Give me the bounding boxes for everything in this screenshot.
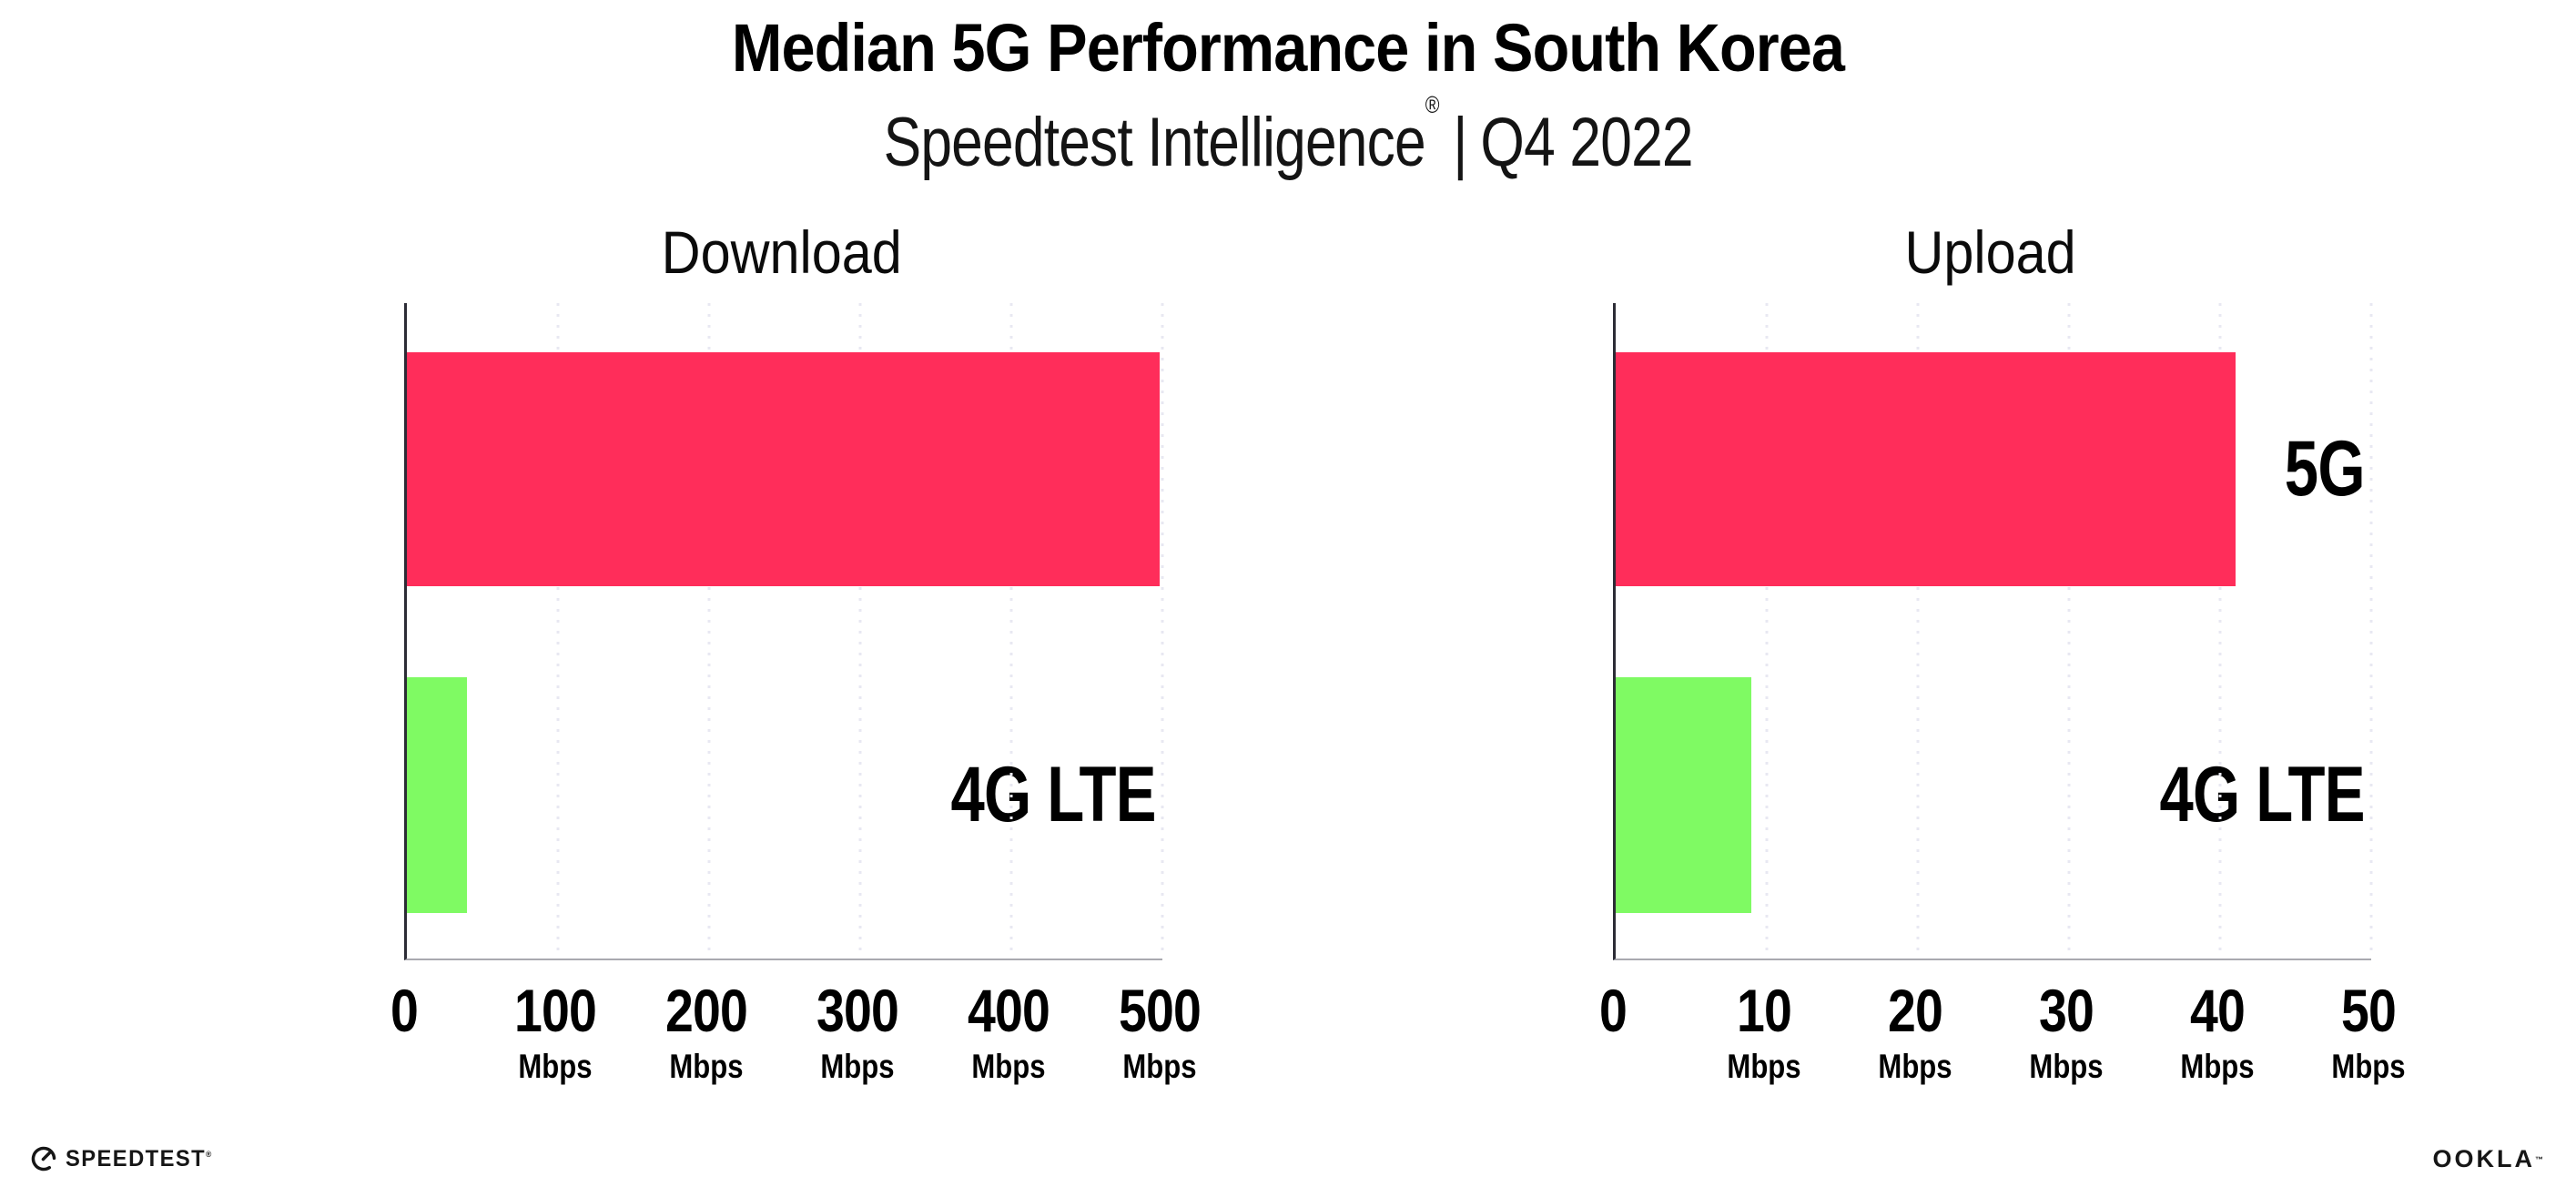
speedtest-logo: SPEEDTEST® xyxy=(30,1143,220,1174)
gridline xyxy=(1009,303,1013,959)
bar-4g-lte-upload xyxy=(1616,677,1752,913)
x-tick-20: 20 Mbps xyxy=(1878,977,1952,1085)
bar-5g-download xyxy=(407,352,1160,586)
registered-trademark-symbol: ® xyxy=(1425,91,1440,118)
x-tick-100: 100 Mbps xyxy=(514,977,597,1085)
gridline xyxy=(2067,303,2071,959)
download-plot-area xyxy=(404,303,1164,960)
gridline xyxy=(707,303,711,959)
subtitle-period: Q4 2022 xyxy=(1480,104,1693,181)
x-tick-0: 0 xyxy=(1598,977,1628,1044)
x-tick-500: 500 Mbps xyxy=(1119,977,1202,1085)
gridline xyxy=(1765,303,1769,959)
upload-plot-area xyxy=(1613,303,2373,960)
x-tick-40: 40 Mbps xyxy=(2180,977,2255,1085)
speedtest-trademark: ® xyxy=(206,1149,213,1159)
upload-chart: Upload 5G 4G LTE 0 10 Mbps 20 Mbps 30 Mbps … xyxy=(1385,209,2406,1101)
x-tick-30: 30 Mbps xyxy=(2029,977,2104,1085)
x-tick-200: 200 Mbps xyxy=(665,977,748,1085)
ookla-logo: OOKLA ™ xyxy=(2433,1145,2547,1173)
ookla-wordmark: OOKLA xyxy=(2432,1145,2535,1172)
bar-4g-lte-download xyxy=(407,677,468,913)
row-label-5g: 5G xyxy=(2285,425,2366,512)
speedtest-gauge-icon xyxy=(31,1146,56,1172)
speedtest-wordmark: SPEEDTEST® xyxy=(66,1145,213,1172)
row-label-4g-lte: 4G LTE xyxy=(2159,751,2366,838)
x-tick-0: 0 xyxy=(390,977,419,1044)
download-x-axis: 0 100 Mbps 200 Mbps 300 Mbps 400 Mbps 500 Mbp… xyxy=(390,960,1202,1097)
download-chart-title: Download xyxy=(661,218,903,286)
upload-chart-title: Upload xyxy=(1904,218,2077,286)
row-label-4g-lte: 4G LTE xyxy=(950,751,1157,838)
x-tick-10: 10 Mbps xyxy=(1727,977,1801,1085)
bar-5g-upload xyxy=(1616,352,2236,586)
gridline xyxy=(2218,303,2222,959)
page-title: Median 5G Performance in South Korea xyxy=(0,9,2576,86)
figure-subtitle: Speedtest Intelligence® | Q4 2022 xyxy=(0,91,2576,184)
ookla-trademark: ™ xyxy=(2535,1154,2546,1164)
subtitle-brand: Speedtest Intelligence xyxy=(883,104,1425,181)
x-tick-300: 300 Mbps xyxy=(816,977,899,1085)
x-tick-50: 50 Mbps xyxy=(2331,977,2406,1085)
gridline xyxy=(1916,303,1920,959)
gridline xyxy=(556,303,560,959)
gridline xyxy=(2369,303,2373,959)
x-tick-400: 400 Mbps xyxy=(968,977,1050,1085)
subtitle-separator: | xyxy=(1453,104,1467,181)
upload-x-axis: 0 10 Mbps 20 Mbps 30 Mbps 40 Mbps 50 Mbps xyxy=(1599,960,2406,1097)
gridline xyxy=(1161,303,1164,959)
page-title-text: Median 5G Performance in South Korea xyxy=(731,10,1845,86)
gridline xyxy=(858,303,862,959)
